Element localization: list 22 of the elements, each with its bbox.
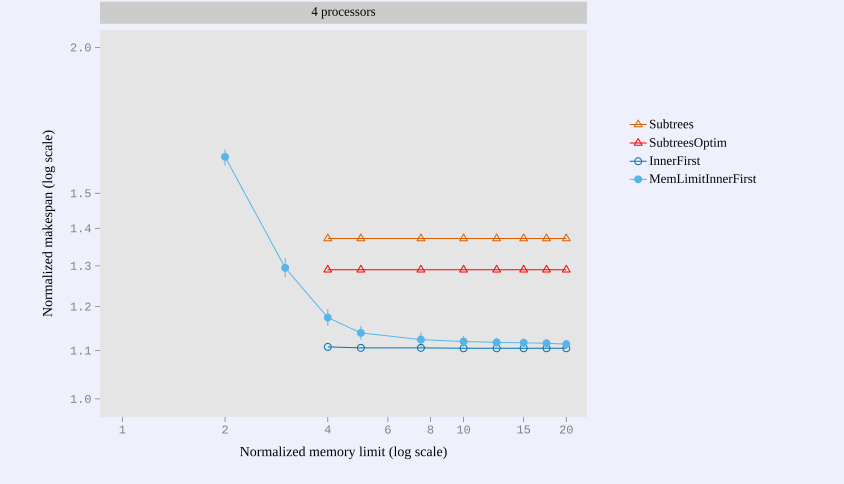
y-tick-label: 1.1 [70, 346, 91, 355]
legend-label: SubtreesOptim [650, 138, 727, 150]
x-tick-label: 2 [222, 425, 228, 434]
x-tick-label: 15 [517, 425, 530, 434]
y-tick-label: 1.4 [70, 224, 91, 232]
y-tick-label: 1.2 [70, 302, 91, 310]
x-axis-title: Normalized memory limit (log scale) [240, 446, 447, 460]
x-tick-label: 1 [120, 425, 126, 434]
y-tick-label: 1.5 [70, 189, 91, 198]
chart-title: 4 processors [312, 7, 376, 18]
y-axis-title: Normalized makespan (log scale) [42, 130, 56, 317]
x-tick-label: 10 [457, 425, 470, 434]
x-tick-label: 8 [428, 425, 434, 434]
x-tick-label: 20 [560, 425, 573, 434]
y-tick-label: 1.3 [70, 262, 91, 270]
legend-label: Subtrees [650, 119, 694, 128]
legend-label: InnerFirst [650, 156, 700, 165]
x-tick-label: 4 [324, 425, 331, 434]
y-tick-label: 2.0 [70, 43, 91, 52]
y-tick-label: 1.0 [70, 394, 91, 403]
legend-label: MemLimitInnerFirst [650, 174, 756, 183]
x-tick-label: 6 [385, 425, 391, 434]
